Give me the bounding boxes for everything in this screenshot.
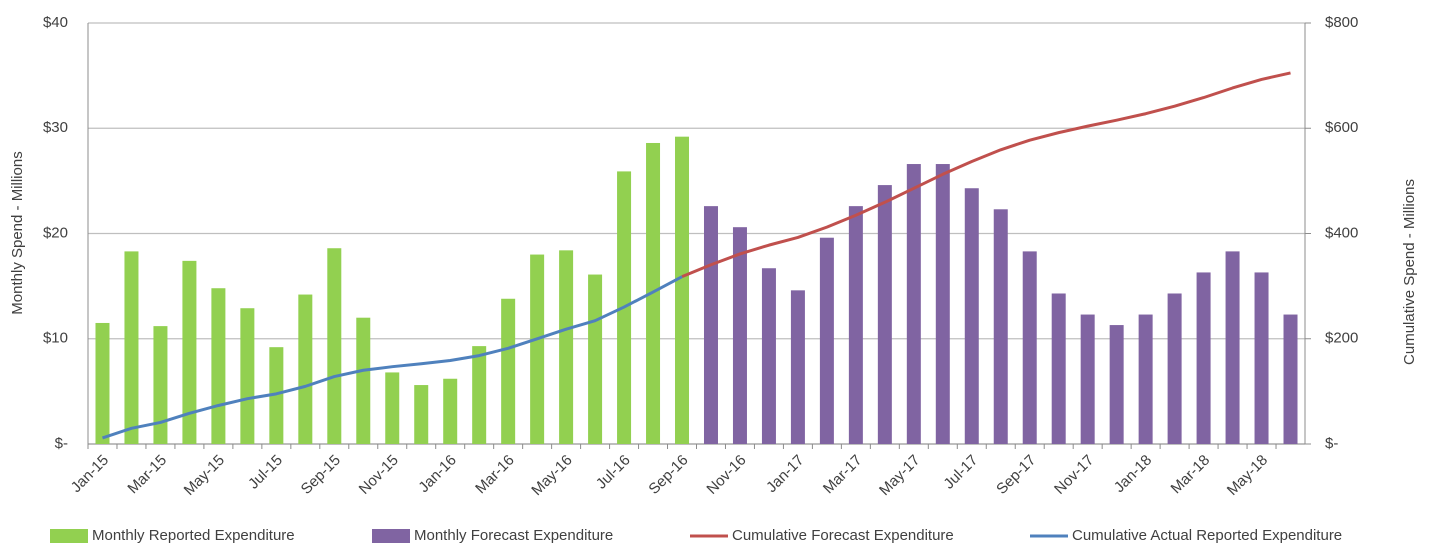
x-tick-label: Mar-16 xyxy=(472,452,518,498)
x-tick-label: Jan-17 xyxy=(763,452,807,496)
y2-tick-label: $800 xyxy=(1325,14,1358,31)
y-tick-label: $10 xyxy=(43,330,68,347)
x-tick-label: May-17 xyxy=(876,452,923,499)
x-tick-label: Mar-18 xyxy=(1168,452,1214,498)
legend-label: Monthly Reported Expenditure xyxy=(92,527,295,544)
bar xyxy=(443,378,458,444)
x-tick-label: Mar-17 xyxy=(820,452,866,498)
bar xyxy=(848,206,863,444)
legend-label: Cumulative Forecast Expenditure xyxy=(732,527,954,544)
bar xyxy=(385,372,400,444)
bar xyxy=(559,250,574,444)
x-tick-label: Mar-15 xyxy=(124,452,170,498)
bar xyxy=(819,237,834,444)
x-tick-label: May-18 xyxy=(1224,452,1271,499)
y2-axis-title: Cumulative Spend - Millions xyxy=(1401,179,1418,365)
bar xyxy=(530,254,545,444)
x-tick-label: Jul-15 xyxy=(245,452,286,493)
x-tick-label: Sep-15 xyxy=(298,452,344,498)
bar xyxy=(153,326,168,444)
line xyxy=(102,275,683,440)
bar xyxy=(1109,325,1124,444)
legend-swatch xyxy=(50,529,88,543)
x-tick-label: May-15 xyxy=(181,452,228,499)
y-tick-label: $20 xyxy=(43,224,68,241)
x-tick-label: Nov-15 xyxy=(356,452,402,498)
x-tick-label: Nov-17 xyxy=(1051,452,1097,498)
bar xyxy=(761,268,776,444)
bar xyxy=(124,251,139,444)
bar xyxy=(906,164,921,444)
x-tick-label: Jan-18 xyxy=(1111,452,1155,496)
bar xyxy=(703,206,718,444)
bar xyxy=(95,322,110,444)
bar xyxy=(269,347,284,444)
legend-label: Monthly Forecast Expenditure xyxy=(414,527,613,544)
y-axis-title: Monthly Spend - Millions xyxy=(9,151,26,314)
x-tick-label: Sep-17 xyxy=(993,452,1039,498)
bar xyxy=(790,290,805,444)
y2-tick-label: $200 xyxy=(1325,330,1358,347)
bar xyxy=(675,136,690,445)
legend-label: Cumulative Actual Reported Expenditure xyxy=(1072,527,1342,544)
bar xyxy=(1283,314,1298,444)
bar xyxy=(1225,251,1240,444)
bar xyxy=(211,288,226,444)
x-tick-label: Jan-15 xyxy=(68,452,112,496)
bar xyxy=(414,385,429,444)
line xyxy=(681,71,1291,279)
y-tick-label: $- xyxy=(55,435,68,452)
bar xyxy=(1196,272,1211,444)
bar xyxy=(1254,272,1269,444)
bar xyxy=(732,227,747,444)
bar xyxy=(1167,293,1182,444)
bar xyxy=(588,274,603,444)
y-tick-label: $30 xyxy=(43,119,68,136)
bar xyxy=(327,248,342,444)
x-tick-label: Jul-17 xyxy=(940,452,981,493)
bar xyxy=(182,260,197,444)
bar xyxy=(1022,251,1037,444)
bar xyxy=(356,317,371,444)
bar xyxy=(501,298,516,444)
x-tick-label: Jul-16 xyxy=(593,452,634,493)
bar xyxy=(964,188,979,444)
y2-tick-label: $400 xyxy=(1325,224,1358,241)
legend-swatch xyxy=(372,529,410,543)
bar xyxy=(240,308,255,444)
bar xyxy=(877,185,892,444)
x-tick-label: Jan-16 xyxy=(415,452,459,496)
y2-tick-label: $600 xyxy=(1325,119,1358,136)
bar xyxy=(935,164,950,444)
x-tick-label: Nov-16 xyxy=(703,452,749,498)
x-tick-label: Sep-16 xyxy=(645,452,691,498)
bar xyxy=(1080,314,1095,444)
y2-tick-label: $- xyxy=(1325,435,1338,452)
bar xyxy=(993,209,1008,444)
bar xyxy=(472,346,487,444)
bar xyxy=(1051,293,1066,444)
bar xyxy=(1138,314,1153,444)
bar xyxy=(298,294,313,444)
x-tick-label: May-16 xyxy=(528,452,575,499)
y-tick-label: $40 xyxy=(43,14,68,31)
